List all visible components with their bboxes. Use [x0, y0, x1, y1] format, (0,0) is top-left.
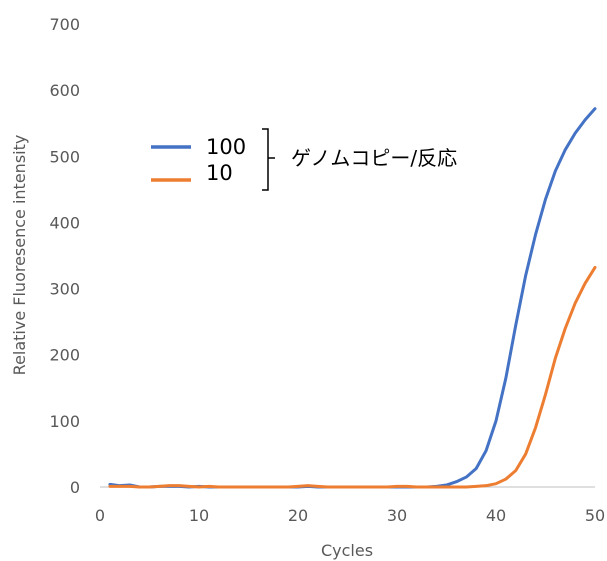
y-tick-label: 700	[49, 15, 80, 34]
legend-annotation: ゲノムコピー/反応	[291, 146, 457, 170]
y-tick-label: 300	[49, 280, 80, 299]
legend-label-100: 100	[206, 135, 246, 159]
x-tick-label: 50	[585, 506, 605, 525]
y-tick-label: 400	[49, 213, 80, 232]
x-tick-label: 0	[95, 506, 105, 525]
x-tick-label: 30	[387, 506, 407, 525]
x-axis-title: Cycles	[321, 541, 373, 560]
y-tick-label: 100	[49, 412, 80, 431]
legend-brace	[262, 128, 275, 191]
y-tick-label: 600	[49, 81, 80, 100]
legend-label-10: 10	[206, 161, 233, 185]
y-tick-label: 500	[49, 147, 80, 166]
x-tick-label: 40	[486, 506, 506, 525]
y-tick-labels: 0 100 200 300 400 500 600 700	[49, 15, 80, 497]
y-axis-title: Relative Fluoresence intensity	[10, 135, 29, 376]
y-tick-label: 200	[49, 346, 80, 365]
x-tick-label: 10	[189, 506, 209, 525]
series-line-10	[108, 265, 597, 489]
x-tick-labels: 0 10 20 30 40 50	[95, 506, 605, 525]
series-lines	[108, 107, 597, 489]
x-tick-label: 20	[288, 506, 308, 525]
y-tick-label: 0	[70, 478, 80, 497]
legend: 100 10 ゲノムコピー/反応	[151, 128, 457, 191]
